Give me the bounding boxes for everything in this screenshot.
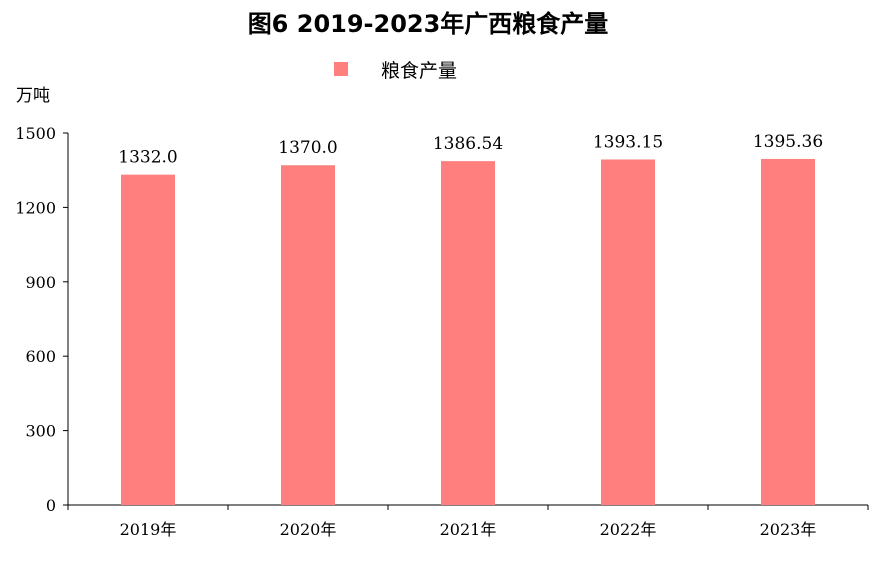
- bar: [601, 159, 655, 506]
- bar-data-label: 1386.54: [433, 134, 503, 154]
- y-axis-unit-label: 万吨: [16, 86, 50, 106]
- y-tick-label: 900: [25, 273, 56, 292]
- x-tick-label: 2019年: [120, 520, 177, 539]
- bars: [121, 158, 815, 506]
- y-tick-label: 600: [25, 347, 56, 366]
- y-axis-ticks: 0 300 600 900 1200 1500: [15, 124, 68, 515]
- legend-label: 粮食产量: [381, 60, 457, 82]
- y-tick-label: 300: [25, 422, 56, 441]
- bar: [441, 161, 495, 506]
- bar: [121, 174, 175, 505]
- y-tick-label: 1500: [15, 124, 56, 143]
- bar-data-label: 1332.0: [118, 148, 177, 168]
- legend: 粮食产量: [334, 60, 457, 82]
- bar-data-label: 1393.15: [593, 132, 663, 152]
- bar-data-label: 1370.0: [278, 138, 337, 158]
- bar: [281, 165, 335, 506]
- y-tick-label: 0: [46, 496, 56, 515]
- chart-title: 图6 2019-2023年广西粮食产量: [248, 10, 609, 38]
- x-tick-label: 2022年: [600, 520, 657, 539]
- x-tick-label: 2021年: [440, 520, 497, 539]
- bar: [761, 158, 815, 505]
- x-axis-ticks: 2019年 2020年 2021年 2022年 2023年: [67, 505, 869, 539]
- legend-swatch: [334, 62, 348, 76]
- bar-data-labels: 1332.0 1370.0 1386.54 1393.15 1395.36: [118, 132, 823, 168]
- x-tick-label: 2020年: [280, 520, 337, 539]
- bar-data-label: 1395.36: [753, 132, 823, 152]
- y-tick-label: 1200: [15, 198, 56, 217]
- x-tick-label: 2023年: [760, 520, 817, 539]
